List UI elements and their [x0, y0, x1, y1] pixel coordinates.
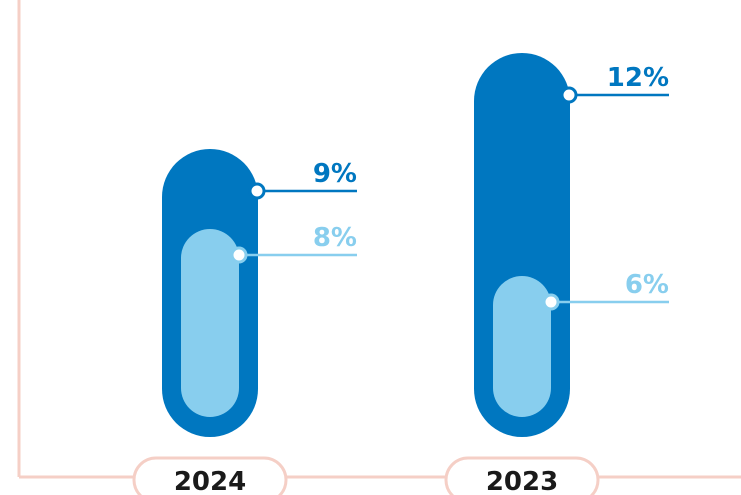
- category-labels: 2024 2023: [132, 456, 600, 495]
- category-2024: 2024: [132, 456, 288, 495]
- callout-dot-inner-2024: [230, 246, 248, 264]
- value-label-inner-2023: 6%: [625, 270, 669, 300]
- callout-dot-outer-2024: [248, 182, 266, 200]
- value-label-inner-2024: 8%: [313, 223, 357, 253]
- category-pill-2023: [444, 456, 600, 495]
- category-2023: 2023: [444, 456, 600, 495]
- bar-group-2024: 9% 8%: [162, 149, 357, 437]
- value-label-outer-2024: 9%: [313, 159, 357, 189]
- value-label-outer-2023: 12%: [607, 63, 669, 93]
- category-label-2023: 2023: [486, 467, 558, 495]
- category-label-2024: 2024: [174, 467, 246, 495]
- bar-inner-2023: [493, 276, 551, 417]
- callout-dot-inner-2023: [542, 293, 560, 311]
- bars: 9% 8% 12% 6%: [162, 53, 669, 437]
- bar-group-2023: 12% 6%: [474, 53, 669, 437]
- category-pill-2024: [132, 456, 288, 495]
- callout-dot-outer-2023: [560, 86, 578, 104]
- bar-inner-2024: [181, 229, 239, 417]
